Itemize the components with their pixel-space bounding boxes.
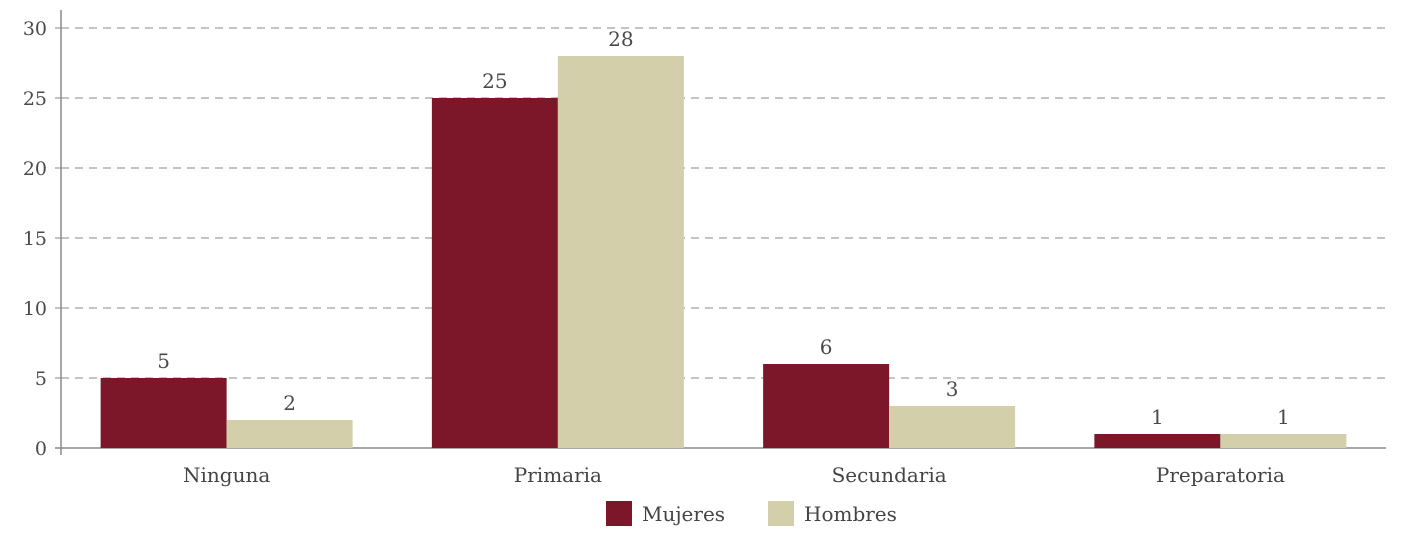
bar-mujeres-primaria <box>431 98 558 448</box>
data-labels: 5 2 25 28 6 3 1 1 <box>157 27 1289 429</box>
y-tick-label: 20 <box>23 158 47 180</box>
data-label: 1 <box>1277 405 1290 429</box>
data-label: 6 <box>820 335 833 359</box>
bar-mujeres-preparatoria <box>1094 434 1221 448</box>
y-tick-label: 0 <box>35 438 47 460</box>
data-label: 2 <box>283 391 296 415</box>
bar-hombres-secundaria <box>889 406 1016 448</box>
bar-mujeres-ninguna <box>100 378 227 448</box>
data-label: 3 <box>946 377 959 401</box>
legend-swatch-mujeres <box>606 501 632 526</box>
y-tick-label: 5 <box>35 368 47 390</box>
y-tick-label: 10 <box>23 298 47 320</box>
legend: Mujeres Hombres <box>606 501 897 526</box>
y-tick-label: 15 <box>23 228 47 250</box>
legend-label-hombres: Hombres <box>804 502 897 526</box>
data-label: 1 <box>1151 405 1164 429</box>
legend-swatch-hombres <box>768 501 794 526</box>
bar-hombres-preparatoria <box>1220 434 1347 448</box>
bar-mujeres-secundaria <box>763 364 890 448</box>
data-label: 5 <box>157 349 170 373</box>
y-tick-label: 25 <box>23 88 47 110</box>
bar-hombres-ninguna <box>226 420 353 448</box>
y-tick-label: 30 <box>23 18 47 40</box>
data-label: 28 <box>608 27 633 51</box>
legend-label-mujeres: Mujeres <box>642 502 725 526</box>
x-category-label: Secundaria <box>832 463 947 487</box>
gridlines <box>61 27 1386 379</box>
x-category-label: Ninguna <box>183 463 270 487</box>
bars <box>100 56 1347 448</box>
x-category-label: Preparatoria <box>1156 463 1285 487</box>
x-category-label: Primaria <box>514 463 602 487</box>
bar-hombres-primaria <box>557 56 684 448</box>
data-label: 25 <box>482 69 507 93</box>
